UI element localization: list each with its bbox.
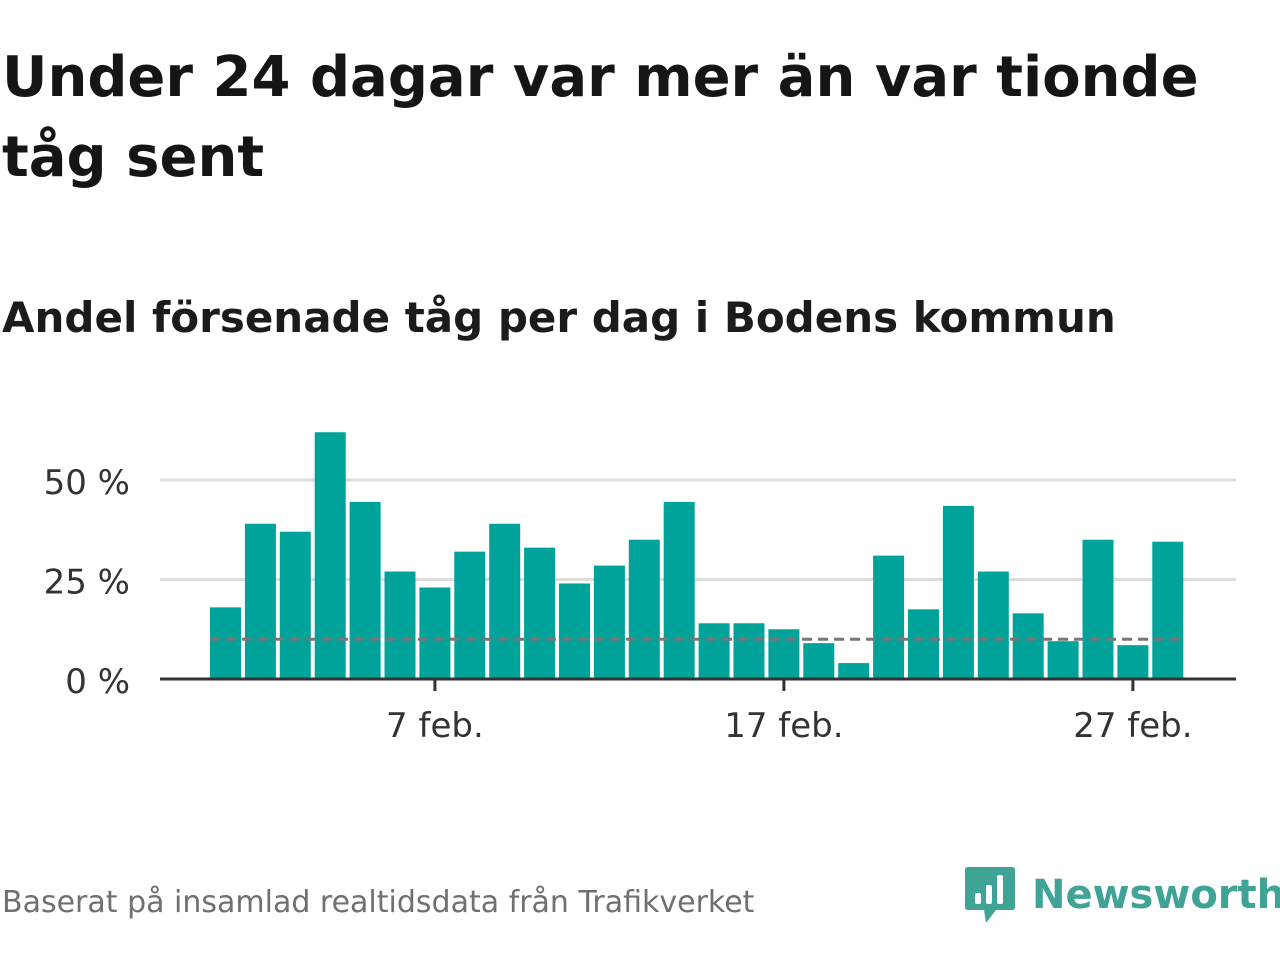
newsworthy-bar-chart-bubble-icon (965, 867, 1015, 923)
bar-chart: 0 % 25 % 50 % 7 feb. 17 feb. 27 feb. (44, 432, 1236, 746)
y-tick-label: 25 % (44, 563, 130, 603)
bars (210, 432, 1184, 679)
bar (1082, 539, 1114, 679)
bar (489, 523, 521, 679)
brand-logo-group: Newsworthy (962, 862, 1280, 928)
bar (384, 571, 416, 679)
x-tick-label: 7 feb. (386, 706, 484, 746)
bar (524, 547, 556, 679)
bar (698, 623, 730, 679)
chart-title: Under 24 dagar var mer än var tionde tåg… (2, 45, 1199, 190)
chart-subtitle: Andel försenade tåg per dag i Bodens kom… (2, 293, 1116, 342)
bar (803, 643, 835, 679)
bar (349, 501, 381, 679)
bar (1012, 613, 1044, 679)
bar (210, 607, 241, 679)
bar (454, 551, 486, 679)
bar (838, 663, 870, 679)
bar (1152, 541, 1184, 679)
bar (942, 505, 974, 679)
x-tick-label: 17 feb. (724, 706, 843, 746)
bar (977, 571, 1009, 679)
bar (628, 539, 660, 679)
x-tick-label: 27 feb. (1073, 706, 1192, 746)
bar (593, 565, 625, 679)
bar (279, 531, 311, 679)
bar (663, 501, 695, 679)
bar (244, 523, 276, 679)
axes: 0 % 25 % 50 % 7 feb. 17 feb. 27 feb. (44, 463, 1236, 746)
source-note: Baserat på insamlad realtidsdata från Tr… (2, 885, 755, 920)
bar (908, 609, 939, 679)
y-tick-label: 50 % (44, 463, 130, 503)
bar (768, 629, 800, 679)
bar (873, 555, 905, 679)
bar (1047, 641, 1079, 679)
bar (419, 587, 451, 679)
bar (559, 583, 590, 679)
brand-name: Newsworthy (1032, 872, 1280, 918)
bar (1117, 645, 1149, 679)
y-tick-label: 0 % (65, 662, 130, 702)
bar (733, 623, 765, 679)
bar (314, 432, 346, 679)
